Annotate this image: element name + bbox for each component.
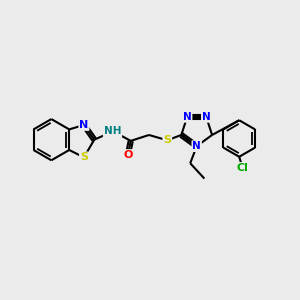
Text: S: S — [80, 152, 88, 162]
Text: O: O — [123, 150, 133, 160]
Text: N: N — [202, 112, 211, 122]
Text: N: N — [192, 141, 201, 151]
Text: N: N — [183, 112, 192, 122]
Text: N: N — [79, 120, 88, 130]
Text: S: S — [163, 135, 171, 145]
Text: NH: NH — [104, 126, 121, 136]
Text: Cl: Cl — [237, 163, 249, 173]
